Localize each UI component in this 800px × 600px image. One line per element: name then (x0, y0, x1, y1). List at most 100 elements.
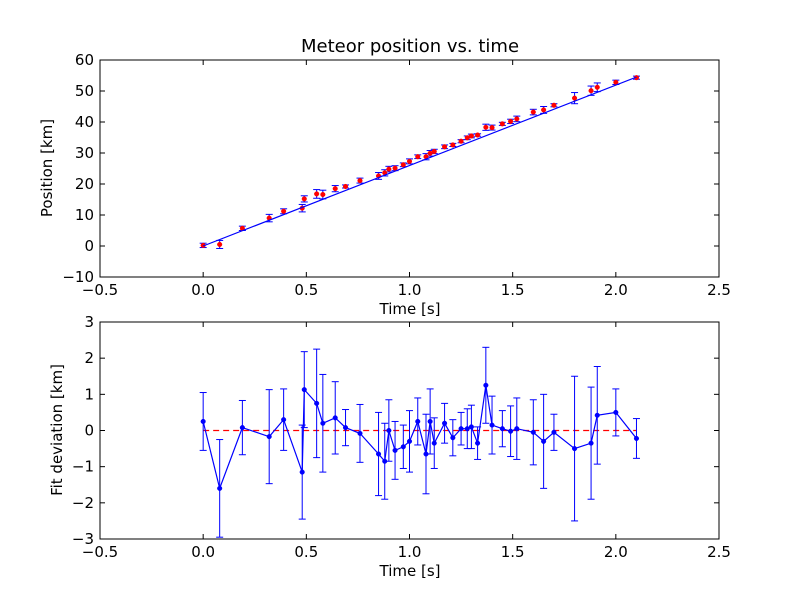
data-point (483, 382, 489, 388)
data-point (514, 426, 520, 432)
data-point (281, 208, 287, 214)
data-point (301, 387, 307, 393)
data-point (427, 150, 433, 156)
fit-line (202, 76, 637, 247)
x-axis-label: Time [s] (379, 300, 441, 318)
data-point (314, 191, 320, 197)
y-tick-label: 20 (75, 175, 94, 193)
data-point (450, 435, 456, 441)
x-tick-label: 1.0 (398, 543, 422, 561)
data-point (588, 440, 594, 446)
position-chart: Meteor position vs. time Time [s] Positi… (38, 36, 731, 318)
data-point (376, 451, 382, 457)
data-point (499, 426, 505, 432)
data-point (301, 196, 307, 202)
x-tick-label: 2.0 (604, 281, 628, 299)
data-point (551, 429, 557, 435)
y-tick-label: 10 (75, 206, 94, 224)
x-tick-label: 1.0 (398, 281, 422, 299)
data-point (382, 458, 388, 464)
y-tick-label: −2 (72, 494, 94, 512)
data-point (572, 446, 578, 452)
data-point (427, 418, 433, 425)
data-point (299, 469, 305, 475)
x-tick-label: 1.5 (501, 281, 525, 299)
data-point (357, 178, 363, 184)
data-point (489, 125, 495, 131)
data-point (386, 166, 392, 172)
data-point (442, 420, 448, 426)
x-tick-label: 0.0 (191, 281, 215, 299)
data-point (508, 118, 514, 124)
data-point (464, 426, 470, 432)
data-point (475, 440, 481, 446)
y-tick-label: 1 (84, 385, 94, 403)
data-point (332, 415, 338, 421)
data-point (332, 186, 338, 192)
data-point (400, 162, 406, 168)
data-point (588, 88, 594, 94)
data-point (415, 154, 421, 160)
data-point (530, 109, 536, 115)
x-tick-label: 0.5 (294, 281, 318, 299)
data-point (468, 133, 474, 139)
y-tick-label: 0 (84, 422, 94, 440)
data-point (392, 165, 398, 171)
data-point (386, 427, 392, 434)
y-tick-label: −1 (72, 458, 94, 476)
data-point (217, 485, 223, 491)
data-point (239, 425, 245, 431)
data-point (320, 420, 326, 426)
data-point (483, 124, 489, 130)
data-point (613, 409, 619, 415)
y-tick-label: 60 (75, 51, 94, 69)
data-point (464, 135, 470, 141)
data-point (594, 84, 600, 90)
data-point (489, 422, 495, 428)
data-point (342, 183, 349, 190)
data-point (314, 400, 320, 406)
data-point (530, 429, 536, 435)
data-point (406, 438, 413, 444)
x-tick-label: −0.5 (82, 543, 118, 561)
data-point (431, 440, 437, 446)
y-axis-label: Position [km] (38, 119, 56, 217)
data-point (266, 434, 272, 440)
data-point (320, 191, 326, 198)
data-point (458, 138, 464, 144)
data-point (514, 116, 520, 122)
y-tick-label: 0 (84, 237, 94, 255)
data-point (423, 451, 429, 457)
data-point (633, 435, 640, 442)
y-tick-label: 2 (84, 349, 94, 367)
data-point (406, 158, 413, 164)
x-tick-label: 1.5 (501, 543, 525, 561)
y-tick-label: 40 (75, 113, 94, 131)
data-point (217, 241, 223, 247)
x-tick-label: 0.0 (191, 543, 215, 561)
data-point (200, 418, 206, 425)
data-point (541, 438, 547, 444)
x-tick-label: 2.5 (707, 543, 731, 561)
data-point (458, 426, 464, 432)
data-point (594, 412, 600, 418)
data-point (392, 447, 398, 453)
data-point (281, 417, 287, 423)
x-tick-label: 0.5 (294, 543, 318, 561)
data-point (450, 142, 456, 148)
x-tick-label: 2.0 (604, 543, 628, 561)
data-point (499, 121, 505, 127)
data-point (442, 144, 448, 150)
data-point (541, 107, 547, 113)
y-axis-label: Fit deviation [km] (48, 364, 66, 496)
x-tick-label: −0.5 (82, 281, 118, 299)
deviation-chart: Time [s] Fit deviation [km] −0.5 0.0 0.5 1.… (48, 313, 731, 580)
y-tick-label: 3 (84, 313, 94, 331)
data-point (551, 102, 557, 108)
data-point (357, 430, 363, 436)
chart-title: Meteor position vs. time (301, 36, 519, 57)
y-tick-label: −3 (72, 530, 94, 548)
data-point (572, 95, 578, 101)
